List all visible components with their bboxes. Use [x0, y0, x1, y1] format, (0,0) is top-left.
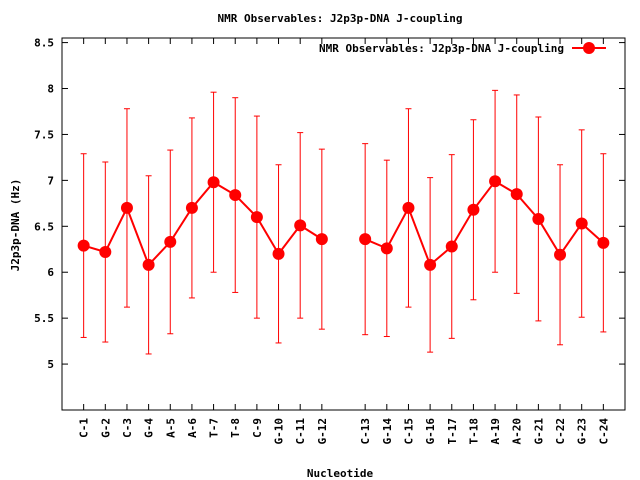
x-tick-label: C-24 [597, 418, 610, 445]
data-point [229, 189, 242, 202]
x-tick-label: T-17 [446, 418, 459, 445]
legend: NMR Observables: J2p3p-DNA J-coupling [319, 42, 606, 55]
y-tick-label: 6.5 [34, 220, 54, 233]
x-tick-label: C-9 [251, 418, 264, 438]
x-tick-label: C-1 [78, 418, 91, 438]
series-lines [83, 179, 605, 267]
data-point [99, 246, 112, 259]
x-axis-ticks: C-1 G-2 C-3 G-4 A-5 A-6 T-7 T-8 C-9 G-10 C-11 G-12 C… [78, 38, 610, 445]
x-axis-label: Nucleotide [307, 467, 374, 480]
x-tick-label: T-7 [208, 418, 221, 438]
y-tick-label: 7.5 [34, 128, 54, 141]
x-tick-label: C-11 [294, 418, 307, 445]
y-tick-label: 8 [47, 83, 54, 96]
data-point [445, 240, 458, 253]
x-tick-label: A-5 [164, 418, 177, 438]
x-tick-label: G-4 [143, 418, 156, 438]
chart-title: NMR Observables: J2p3p-DNA J-coupling [217, 12, 462, 25]
data-point [185, 201, 198, 214]
legend-label: NMR Observables: J2p3p-DNA J-coupling [319, 42, 564, 55]
y-axis-label: J2p3p-DNA (Hz) [9, 179, 22, 272]
data-point [120, 201, 133, 214]
data-point [467, 203, 480, 216]
x-tick-label: G-14 [381, 418, 394, 445]
y-tick-label: 8.5 [34, 37, 54, 50]
x-tick-label: G-12 [316, 418, 329, 445]
data-point [250, 211, 263, 224]
x-tick-label: A-19 [489, 418, 502, 445]
y-tick-label: 5.5 [34, 312, 54, 325]
series-line [83, 180, 323, 267]
error-bars [80, 89, 607, 355]
data-point [142, 258, 155, 271]
data-point [77, 239, 90, 252]
x-tick-label: C-15 [402, 418, 415, 445]
data-point [164, 235, 177, 248]
data-point [380, 242, 393, 255]
x-tick-label: T-8 [229, 418, 242, 438]
data-point [359, 233, 372, 246]
y-axis-ticks: 5 5.5 6 6.5 7 7.5 8 8.5 [34, 37, 625, 371]
x-tick-label: G-10 [273, 418, 286, 445]
x-tick-label: G-2 [99, 418, 112, 438]
data-point [554, 248, 567, 261]
x-tick-label: A-20 [511, 418, 524, 445]
x-tick-label: C-3 [121, 418, 134, 438]
x-tick-label: G-16 [424, 418, 437, 445]
x-tick-label: G-21 [532, 418, 545, 445]
data-point [207, 176, 220, 189]
y-tick-label: 7 [47, 174, 54, 187]
x-tick-label: C-13 [359, 418, 372, 445]
data-point [510, 188, 523, 201]
y-tick-label: 6 [47, 266, 54, 279]
data-point [424, 258, 437, 271]
data-point [532, 212, 545, 225]
data-point [597, 236, 610, 249]
legend-marker [583, 42, 595, 54]
plot-frame [61, 37, 626, 411]
x-tick-label: A-6 [186, 418, 199, 438]
data-point [489, 175, 502, 188]
data-point [272, 247, 285, 260]
data-point [402, 201, 415, 214]
series-line [364, 179, 605, 267]
y-tick-label: 5 [47, 358, 54, 371]
x-tick-label: T-18 [467, 418, 480, 445]
x-tick-label: G-23 [576, 418, 589, 445]
data-point [294, 219, 307, 232]
data-point [575, 217, 588, 230]
data-points [77, 175, 610, 271]
x-tick-label: C-22 [554, 418, 567, 445]
plot-area [61, 37, 626, 411]
data-point [315, 233, 328, 246]
